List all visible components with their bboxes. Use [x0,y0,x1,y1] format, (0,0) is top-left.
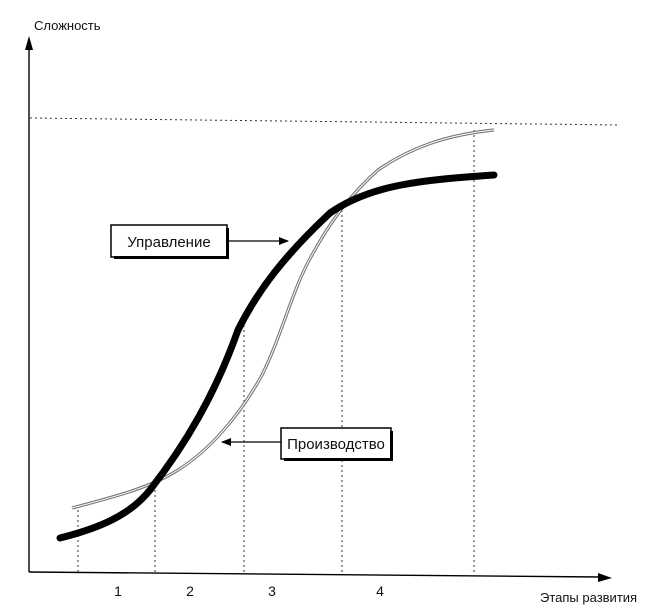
management-callout: Управление [110,224,289,259]
production-callout-label: Производство [287,436,385,453]
y-axis-arrow [25,36,33,50]
y-axis-title: Сложность [34,18,101,33]
production-callout-shadow-bottom [284,458,393,461]
production-curve [71,128,495,510]
production-callout-shadow [390,431,393,461]
management-curve [56,171,498,542]
stage-label: 2 [186,583,194,599]
x-axis-title: Этапы развития [540,590,637,605]
production-callout-box [280,427,392,460]
stage-label: 3 [268,583,276,599]
x-axis [28,571,601,578]
stage-labels: 1 2 3 4 [114,583,384,599]
stage-label: 1 [114,583,122,599]
management-callout-box [110,224,228,258]
production-curve-inner [71,129,495,509]
axes [25,36,612,582]
management-callout-label: Управление [127,234,210,251]
production-callout: Производство [221,427,393,461]
management-callout-shadow-bottom [114,256,229,259]
management-callout-shadow [226,228,229,259]
guide-lines [29,117,621,576]
max-complexity-line [29,117,621,126]
stage-label: 4 [376,583,384,599]
x-axis-arrow [598,573,612,582]
